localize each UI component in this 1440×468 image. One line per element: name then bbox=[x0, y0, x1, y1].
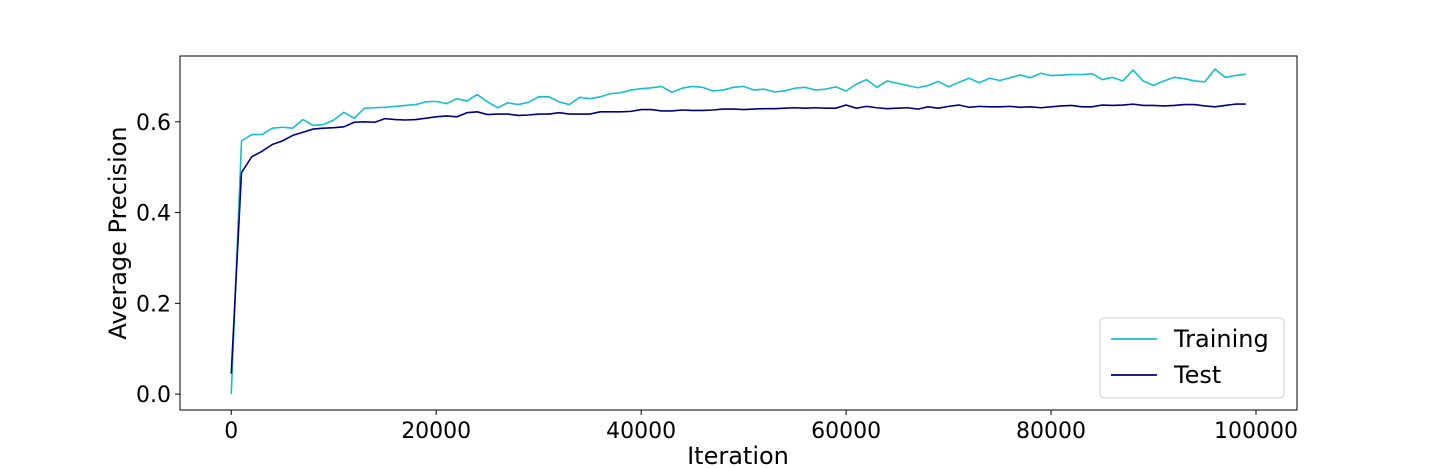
y-tick-label: 0.4 bbox=[136, 202, 171, 227]
x-tick-label: 40000 bbox=[606, 419, 676, 444]
x-tick-label: 100000 bbox=[1214, 419, 1298, 444]
x-tick-label: 0 bbox=[224, 419, 238, 444]
legend-label-training: Training bbox=[1173, 325, 1269, 353]
x-tick-label: 20000 bbox=[401, 419, 471, 444]
y-tick-label: 0.0 bbox=[136, 383, 171, 408]
y-axis-label: Average Precision bbox=[104, 126, 132, 339]
x-tick-label: 80000 bbox=[1016, 419, 1086, 444]
y-axis-ticks: 0.0 0.2 0.4 0.6 bbox=[136, 111, 180, 408]
legend-frame bbox=[1099, 317, 1285, 399]
series-layer bbox=[230, 68, 1246, 395]
y-tick-label: 0.6 bbox=[136, 111, 171, 136]
series-line-test bbox=[230, 103, 1246, 374]
x-axis-label: Iteration bbox=[687, 442, 789, 468]
plot-frame bbox=[179, 55, 1298, 411]
legend: Training Test bbox=[1099, 317, 1285, 399]
legend-label-test: Test bbox=[1173, 361, 1221, 389]
y-tick-label: 0.2 bbox=[136, 292, 171, 317]
x-tick-label: 60000 bbox=[811, 419, 881, 444]
x-axis-ticks: 0 20000 40000 60000 80000 100000 bbox=[224, 410, 1298, 444]
series-line-training bbox=[230, 68, 1246, 395]
